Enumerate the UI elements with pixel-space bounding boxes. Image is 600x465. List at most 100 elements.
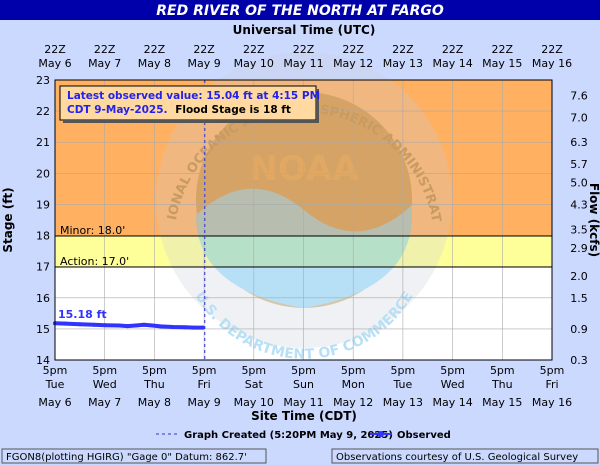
- observed-point: [200, 325, 205, 330]
- local-tick-time: 5pm: [142, 364, 167, 377]
- legend-observed-label: Observed: [397, 430, 451, 441]
- utc-tick-time: 22Z: [492, 43, 514, 56]
- local-tick-day: Wed: [441, 378, 465, 391]
- utc-tick-time: 22Z: [293, 43, 315, 56]
- noaa-watermark: NOAA NATIONAL OCEANIC AND ATMOSPHERIC AD…: [0, 0, 452, 363]
- utc-tick-time: 22Z: [44, 43, 66, 56]
- utc-tick-time: 22Z: [144, 43, 166, 56]
- y2-tick-label: 4.3: [570, 198, 588, 211]
- footer-right-box: [331, 448, 599, 464]
- y2-tick-label: 0.3: [570, 354, 588, 367]
- local-tick-time: 5pm: [490, 364, 515, 377]
- local-tick-day: Mon: [342, 378, 365, 391]
- local-tick-day: Thu: [143, 378, 165, 391]
- y-tick-label: 22: [36, 105, 50, 118]
- footer-left-box: [1, 448, 267, 464]
- observed-point: [171, 325, 176, 330]
- y2-tick-label: 0.9: [570, 323, 588, 336]
- y-tick-label: 16: [36, 292, 50, 305]
- utc-tick-time: 22Z: [442, 43, 464, 56]
- local-tick-date: May 14: [432, 396, 472, 409]
- observed-series: [53, 321, 205, 330]
- y2-tick-label: 3.5: [570, 223, 588, 236]
- utc-tick-time: 22Z: [392, 43, 414, 56]
- y2-tick-label: 7.6: [570, 90, 588, 103]
- y-tick-label: 17: [36, 261, 50, 274]
- annotation-flood-stage: Flood Stage is 18 ft: [175, 104, 291, 116]
- observed-point: [77, 322, 82, 327]
- footer-right: Observations courtesy of U.S. Geological…: [336, 452, 578, 463]
- title-bar: [0, 0, 600, 20]
- y2-tick-label: 6.3: [570, 136, 588, 149]
- legend: Graph Created (5:20PM May 9, 2025) Obser…: [156, 430, 451, 441]
- top-axis-title: Universal Time (UTC): [233, 23, 376, 37]
- utc-tick-time: 22Z: [541, 43, 563, 56]
- utc-tick-date: May 13: [383, 57, 423, 70]
- utc-tick-date: May 8: [138, 57, 171, 70]
- local-tick-day: Fri: [198, 378, 211, 391]
- local-tick-date: May 16: [532, 396, 572, 409]
- observed-point: [133, 323, 138, 328]
- local-tick-time: 5pm: [341, 364, 366, 377]
- utc-tick-time: 22Z: [243, 43, 265, 56]
- thresholds: Minor: 18.0' Action: 17.0': [55, 224, 552, 268]
- y-tick-label: 18: [36, 230, 50, 243]
- y2-tick-label: 7.0: [570, 111, 588, 124]
- local-tick-day: Tue: [393, 378, 413, 391]
- observed-point: [63, 321, 68, 326]
- latest-value-label: 15.18 ft: [58, 308, 107, 321]
- utc-tick-date: May 12: [333, 57, 373, 70]
- observed-point: [142, 322, 147, 327]
- y-tick-label: 15: [36, 323, 50, 336]
- y-tick-label: 21: [36, 136, 50, 149]
- local-tick-day: Wed: [93, 378, 117, 391]
- local-tick-day: Sun: [293, 378, 314, 391]
- utc-tick-date: May 15: [482, 57, 522, 70]
- bottom-axis-title: Site Time (CDT): [251, 409, 357, 423]
- utc-tick-date: May 7: [88, 57, 121, 70]
- local-tick-day: Fri: [545, 378, 558, 391]
- utc-tick-time: 22Z: [193, 43, 215, 56]
- local-tick-date: May 10: [234, 396, 274, 409]
- y-tick-label: 14: [36, 354, 50, 367]
- utc-tick-date: May 10: [234, 57, 274, 70]
- local-tick-date: May 6: [38, 396, 71, 409]
- plot-border: [54, 79, 553, 361]
- observed-point: [183, 325, 188, 330]
- local-tick-time: 5pm: [291, 364, 316, 377]
- utc-tick-date: May 9: [187, 57, 220, 70]
- local-tick-time: 5pm: [391, 364, 416, 377]
- observed-point: [191, 325, 196, 330]
- watermark-logo: NOAA: [249, 149, 359, 189]
- utc-tick-date: May 6: [38, 57, 71, 70]
- local-tick-day: Sat: [245, 378, 264, 391]
- utc-tick-date: May 14: [432, 57, 472, 70]
- local-tick-date: May 12: [333, 396, 373, 409]
- minor-label: Minor: 18.0': [60, 224, 125, 237]
- local-tick-date: May 7: [88, 396, 121, 409]
- local-tick-date: May 9: [187, 396, 220, 409]
- y-tick-label: 23: [36, 74, 50, 87]
- y2-tick-label: 2.9: [570, 242, 588, 255]
- local-tick-time: 5pm: [43, 364, 68, 377]
- utc-tick-time: 22Z: [94, 43, 116, 56]
- chart-title: RED RIVER OF THE NORTH AT FARGO: [156, 3, 444, 19]
- observed-point: [102, 323, 107, 328]
- observed-point: [158, 324, 163, 329]
- observed-point: [125, 324, 130, 329]
- utc-tick-date: May 16: [532, 57, 572, 70]
- y2-tick-label: 1.5: [570, 292, 588, 305]
- utc-tick-time: 22Z: [342, 43, 364, 56]
- annotation-line2: CDT 9-May-2025.: [67, 104, 168, 116]
- observed-point: [117, 323, 122, 328]
- local-tick-date: May 13: [383, 396, 423, 409]
- local-tick-time: 5pm: [241, 364, 266, 377]
- observed-point: [92, 322, 97, 327]
- legend-observed-marker: [378, 431, 384, 437]
- y-tick-label: 19: [36, 198, 50, 211]
- local-tick-time: 5pm: [192, 364, 217, 377]
- right-axis-ticks: 0.3 0.9 1.5 2.0 2.9 3.5 4.3 5.0 5.7 6.3 7.0 7.6: [570, 90, 588, 367]
